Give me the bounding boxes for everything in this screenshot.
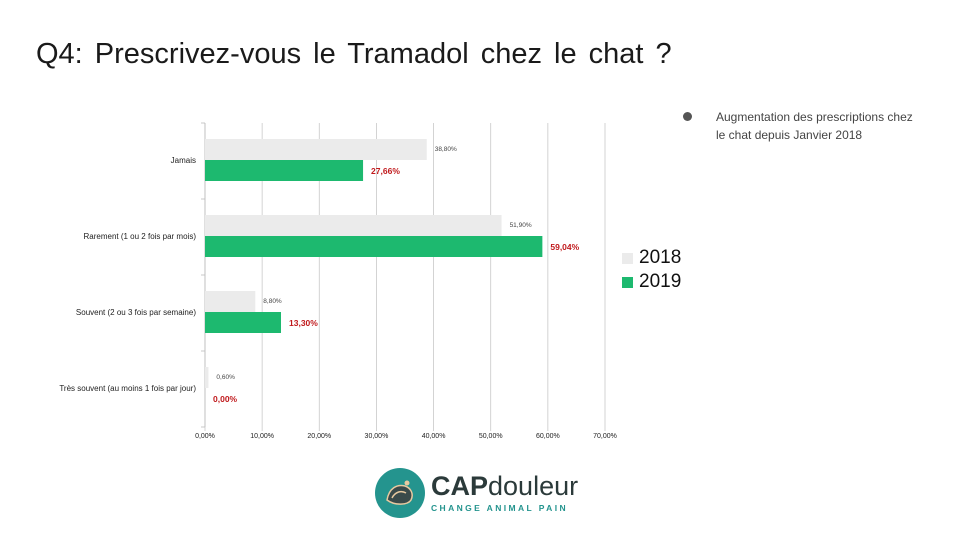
bar-2018 — [205, 367, 209, 388]
x-tick-label: 0,00% — [195, 433, 215, 440]
x-tick-label: 70,00% — [593, 433, 617, 440]
x-tick-label: 20,00% — [307, 433, 331, 440]
legend-item-2018: 2018 — [622, 246, 681, 270]
page-title: Q4: Prescrivez-vous le Tramadol chez le … — [36, 38, 672, 70]
logo-brand: CAPdouleur — [431, 473, 578, 500]
category-label: Rarement (1 ou 2 fois par mois) — [84, 232, 197, 241]
data-label-2019: 27,66% — [371, 166, 400, 176]
logo-tagline: CHANGE ANIMAL PAIN — [431, 503, 569, 513]
chart-labels: 0,00% 10,00% 20,00% 30,00% 40,00% 50,00% 60,00… — [59, 146, 617, 440]
data-label-2019: 0,00% — [213, 394, 238, 404]
x-tick-label: 60,00% — [536, 433, 560, 440]
bar-2019 — [205, 236, 543, 257]
brand-logo: CAPdouleur CHANGE ANIMAL PAIN — [375, 468, 578, 518]
bar-2018 — [205, 291, 256, 312]
legend-label-2018: 2018 — [639, 247, 682, 268]
category-label: Souvent (2 ou 3 fois par semaine) — [76, 308, 196, 317]
data-label-2018: 0,60% — [216, 374, 235, 381]
legend-label-2019: 2019 — [639, 271, 682, 292]
chart-bars — [205, 139, 543, 388]
category-label: Jamais — [171, 156, 196, 165]
logo-paw-shape-icon — [386, 480, 413, 505]
x-tick-label: 40,00% — [422, 433, 446, 440]
bullet-dot-icon — [683, 112, 692, 121]
legend-swatch-2018 — [622, 252, 633, 264]
logo-text: CAPdouleur CHANGE ANIMAL PAIN — [431, 473, 578, 514]
data-label-2018: 8,80% — [263, 298, 282, 305]
legend-swatch-2019 — [622, 276, 633, 288]
x-tick-label: 30,00% — [365, 433, 389, 440]
legend-item-2019: 2019 — [622, 270, 681, 294]
chart-legend: 2018 2019 — [622, 246, 681, 294]
annotation-note: Augmentation des prescriptions chez le c… — [683, 108, 916, 144]
category-label: Très souvent (au moins 1 fois par jour) — [59, 384, 196, 393]
data-label-2018: 38,80% — [435, 146, 457, 153]
data-label-2019: 13,30% — [289, 318, 318, 328]
logo-brand-rest: douleur — [488, 471, 579, 501]
bar-2019 — [205, 160, 364, 181]
bar-2019 — [205, 312, 281, 333]
data-label-2018: 51,90% — [510, 222, 532, 229]
annotation-text: Augmentation des prescriptions chez le c… — [716, 110, 913, 142]
x-tick-label: 10,00% — [250, 433, 274, 440]
data-label-2019: 59,04% — [550, 242, 579, 252]
bar-2018 — [205, 139, 427, 160]
bar-2018 — [205, 215, 502, 236]
x-tick-label: 50,00% — [479, 433, 503, 440]
logo-brand-bold: CAP — [431, 471, 489, 501]
cap-douleur-logo-icon — [375, 468, 425, 518]
